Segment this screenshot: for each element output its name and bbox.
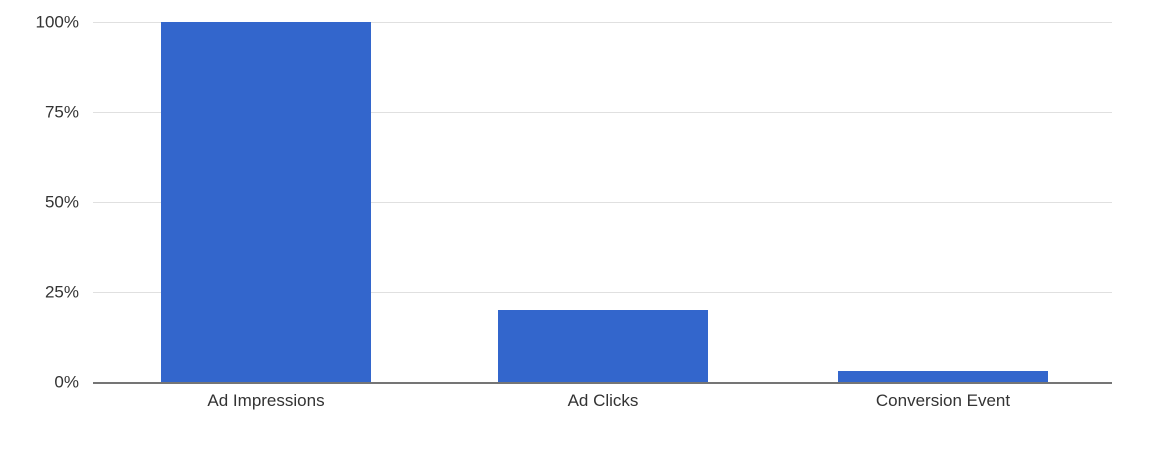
x-axis-label-ad-impressions: Ad Impressions [207, 391, 325, 410]
gridline-50 [93, 202, 1112, 203]
bar-conversion-event[interactable] [838, 371, 1048, 382]
y-axis-tick-label-4: 100% [35, 12, 79, 32]
y-axis-tick-label-0: 0% [54, 372, 79, 392]
x-axis-label-ad-clicks: Ad Clicks [567, 391, 639, 410]
y-axis-tick-label-1: 25% [44, 282, 79, 302]
y-axis-tick-label-2: 50% [44, 192, 79, 212]
y-axis-tick-label-3: 75% [44, 102, 79, 122]
plot-area [93, 22, 1112, 384]
gridline-25 [93, 292, 1112, 293]
gridline-100 [93, 22, 1112, 23]
x-axis-label-conversion-event: Conversion Event [875, 391, 1011, 410]
bar-ad-clicks[interactable] [498, 310, 708, 382]
bar-ad-impressions[interactable] [161, 22, 371, 382]
gridline-75 [93, 112, 1112, 113]
x-axis-baseline [93, 382, 1112, 384]
